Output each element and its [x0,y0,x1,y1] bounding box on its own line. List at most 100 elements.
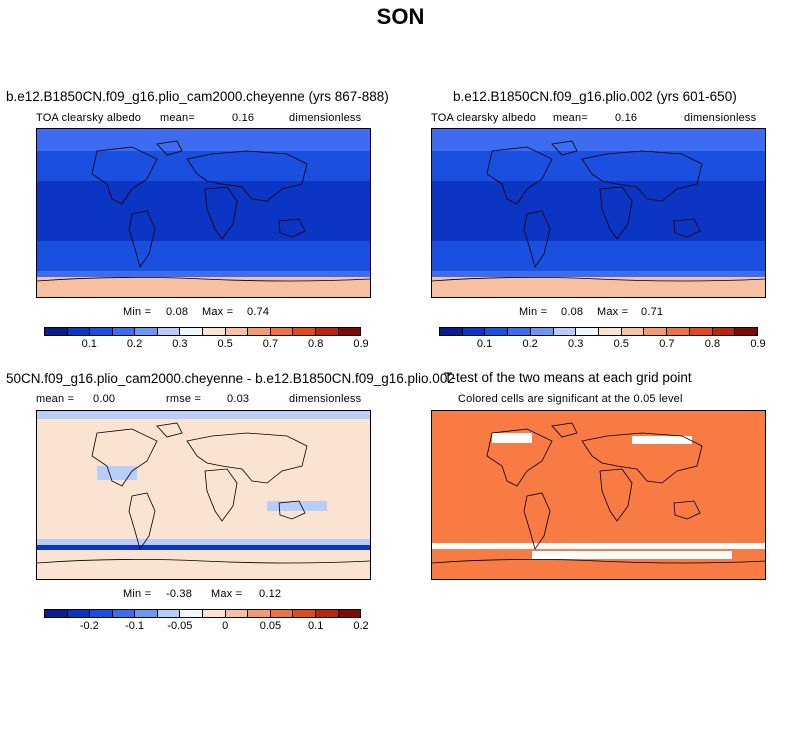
colorbar-tick-label: 0.7 [659,338,675,350]
colorbar-swatch [45,328,68,335]
diff-background [37,411,370,579]
panel1-variable: TOA clearsky albedo [36,112,142,124]
ttest-gap-eurasia [632,436,692,444]
colorbar-swatch [45,610,68,617]
colorbar-swatch [67,610,91,617]
colorbar-tick-label: -0.2 [79,620,99,632]
colorbar-swatch [315,610,339,617]
colorbar-tick-label: 0.9 [353,338,369,350]
colorbar-swatch [225,328,249,335]
colorbar-tick-label: 0.1 [308,620,324,632]
colorbar-swatch [689,328,713,335]
band-southern-ocean [432,271,765,277]
colorbar-swatch [508,328,531,335]
colorbar-swatch [293,610,316,617]
panel3-min-value: -0.38 [166,588,193,600]
band-south-mid [432,241,765,271]
colorbar-tick-label: 0.1 [476,338,493,350]
band-tropics [432,181,765,241]
panel1-max-label: Max = [202,306,234,318]
colorbar-swatch [203,328,226,335]
panel2-mean-value: 0.16 [615,112,638,124]
diff-southern-halo [37,539,370,549]
colorbar-tick-label: 0.8 [308,338,324,350]
coastline-4 [278,500,306,520]
panel2-min-label: Min = [519,306,548,318]
colorbar-swatch [462,328,486,335]
colorbar-swatch [112,610,136,617]
coastline-5 [551,422,578,438]
colorbar-swatch [270,610,294,617]
colorbar-tick-label: 0.2 [353,620,369,632]
band-antarctic [432,277,765,297]
panel1-colorbar [44,327,361,336]
coastline-0 [91,146,158,205]
panel4-subtitle: Colored cells are significant at the 0.0… [458,393,683,405]
coastline-3 [599,468,633,522]
panel3-max-value: 0.12 [259,588,282,600]
colorbar-tick-label: 0.2 [522,338,538,350]
diff-southern-band [37,545,370,550]
coastline-4 [278,218,306,238]
colorbar-swatch [135,610,158,617]
colorbar-swatch [599,328,622,335]
colorbar-swatch [225,610,249,617]
colorbar-swatch [112,328,136,335]
diff-south-patch [267,501,327,511]
colorbar-tick-label: 0.05 [259,620,282,632]
colorbar-tick-label: 0.8 [704,338,721,350]
coastline-1 [523,210,551,268]
ttest-gap-antarctic [532,551,732,559]
panel1-min-label: Min = [123,306,152,318]
panel4-title: T-test of the two means at each grid poi… [444,370,692,385]
colorbar-tick-label: 0.3 [568,338,584,350]
panel3-min-label: Min = [123,588,152,600]
panel1-colorbar-ticks: 0.1 0.2 0.3 0.5 0.7 0.8 0.9 [44,338,369,352]
colorbar-tick-label: 0.5 [217,338,233,350]
coastline-5 [156,422,183,438]
diff-north-patch [97,466,137,480]
colorbar-swatch [270,328,294,335]
colorbar-swatch [440,328,463,335]
colorbar-swatch [180,328,204,335]
colorbar-tick-label: 0.1 [81,338,97,350]
coastline-2 [581,432,703,484]
colorbar-tick-label: 0.9 [750,338,766,350]
coastline-0 [486,428,553,487]
colorbar-tick-label: 0.5 [613,338,629,350]
season-title: SON [376,4,425,29]
panel1-mean-value: 0.16 [232,112,255,124]
panel3-colorbar-ticks: -0.2 -0.1 -0.05 0 0.05 0.1 0.2 [44,620,369,634]
band-southern-ocean [37,271,370,277]
colorbar-swatch [248,328,271,335]
coastline-3 [204,186,238,240]
coastline-0 [486,146,553,205]
band-tropics [37,181,370,241]
panel1-units: dimensionless [289,112,362,124]
colorbar-tick-label: 0 [222,620,229,632]
coastline-5 [551,140,578,156]
panel1-min-value: 0.08 [166,306,189,318]
coastline-6 [432,277,765,282]
panel2-min-value: 0.08 [561,306,584,318]
colorbar-swatch [530,328,554,335]
panel2-max-value: 0.71 [641,306,664,318]
ttest-gap-north [492,433,532,443]
panel2-map [431,128,766,298]
panel3-land [37,422,370,564]
panel1-max-value: 0.74 [247,306,270,318]
panel2-mean-label: mean= [553,112,588,124]
band-antarctic [37,277,370,297]
colorbar-swatch [203,610,226,617]
ttest-gap-south [432,543,765,549]
panel4-map [431,410,766,580]
colorbar-swatch [67,328,91,335]
panel3-title: 50CN.f09_g16.plio_cam2000.cheyenne - b.e… [6,371,455,386]
panel4-land [432,422,765,564]
band-south-mid [37,241,370,271]
panel2-land [432,140,765,282]
colorbar-swatch [90,610,113,617]
colorbar-swatch [315,328,339,335]
panel1-title: b.e12.B1850CN.f09_g16.plio_cam2000.cheye… [6,89,389,104]
panel3-max-label: Max = [211,588,243,600]
